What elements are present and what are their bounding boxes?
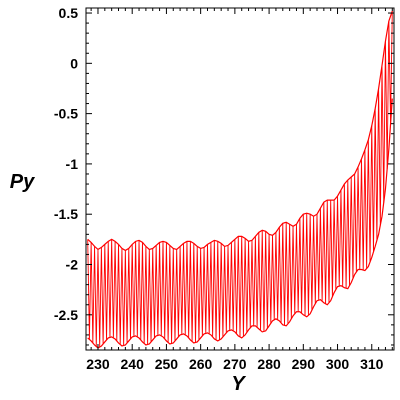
y-tick-label: 0 — [70, 55, 78, 71]
x-tick-label: 310 — [360, 356, 384, 372]
x-tick-label: 230 — [86, 356, 110, 372]
x-tick-label: 290 — [292, 356, 316, 372]
y-tick-label: -1.5 — [54, 206, 78, 222]
series-lower-envelope — [87, 98, 393, 349]
series-group — [87, 10, 393, 349]
y-axis-title: Py — [10, 171, 35, 193]
y-tick-label: 0.5 — [59, 5, 79, 21]
x-tick-label: 270 — [223, 356, 247, 372]
y-tick-label: -2 — [66, 257, 79, 273]
y-tick-label: -2.5 — [54, 307, 78, 323]
series-upper-envelope — [87, 10, 393, 252]
y-tick-label: -1 — [66, 156, 79, 172]
x-tick-label: 250 — [155, 356, 179, 372]
x-tick-label: 240 — [121, 356, 145, 372]
x-axis-title: Y — [231, 373, 246, 395]
x-tick-label: 300 — [326, 356, 350, 372]
axes-group: 0.5 0 -0.5 -1 -1.5 -2 -2.5 230 240 250 260 270 280 29… — [54, 5, 395, 372]
x-tick-label: 280 — [257, 356, 281, 372]
plot-frame — [85, 7, 395, 351]
x-tick-label: 260 — [189, 356, 213, 372]
y-tick-label: -0.5 — [54, 106, 78, 122]
